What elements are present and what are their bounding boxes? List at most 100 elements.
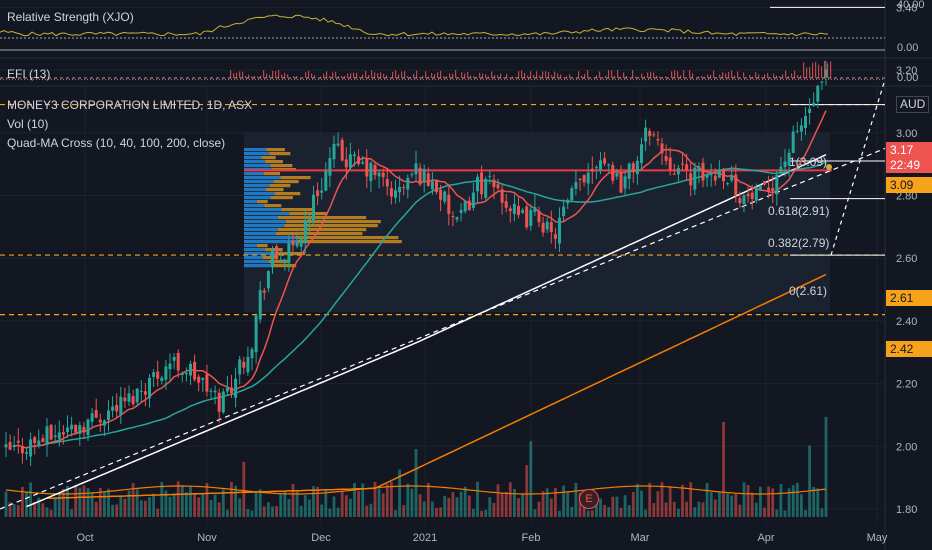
volume-bar (82, 485, 86, 517)
candle-body (262, 290, 266, 293)
volume-bar (152, 493, 155, 517)
efi-bar (728, 71, 730, 78)
volume-bar (668, 486, 672, 517)
time-tick-label: Apr (757, 532, 774, 544)
volume-bar (349, 498, 352, 517)
efi-bar (815, 61, 817, 78)
vol-title[interactable]: Vol (10) (7, 117, 49, 131)
currency-button[interactable]: AUD (896, 96, 930, 113)
volume-bar (771, 488, 775, 517)
volume-bar (21, 486, 24, 517)
last-price-tag: 3.17 (886, 142, 932, 158)
candle-body (234, 378, 238, 398)
candle-body (545, 221, 549, 230)
projection-line (830, 79, 886, 256)
candle-body (590, 168, 594, 172)
volume-bar (574, 482, 578, 517)
candle-body (20, 446, 24, 454)
candle-body (398, 186, 402, 193)
efi-bar (611, 70, 613, 78)
volume-bar (488, 497, 492, 517)
candle-body (816, 85, 820, 102)
volume-profile-bar (244, 260, 269, 264)
efi-bar (755, 72, 757, 78)
volume-bar (431, 501, 434, 517)
volume-bar (308, 499, 311, 517)
volume-bar (29, 482, 32, 517)
candle-body (492, 179, 496, 188)
volume-bar (291, 484, 295, 517)
candle-body (459, 210, 463, 213)
symbol-title[interactable]: MONEY3 CORPORATION LIMITED, 1D, ASX (7, 98, 253, 112)
candle-body (320, 190, 324, 193)
volume-bar (283, 490, 287, 517)
volume-profile-bar (256, 244, 268, 248)
candle-body (578, 178, 582, 180)
efi-bar (383, 73, 385, 78)
volume-profile-bar (244, 216, 278, 220)
efi-bar (677, 71, 679, 78)
efi-bar (791, 73, 793, 78)
efi-bar (692, 73, 694, 78)
efi-bar (401, 71, 403, 78)
volume-bar (533, 509, 537, 517)
candle-body (94, 410, 98, 418)
efi-bar (533, 75, 535, 78)
efi-bar (620, 76, 622, 78)
volume-bar (693, 507, 697, 517)
candle-body (111, 406, 115, 411)
volume-bar (566, 491, 570, 517)
candle-body (148, 377, 151, 399)
price-tick-label: 3.20 (896, 65, 917, 77)
volume-bar (722, 422, 725, 517)
candle-body (824, 69, 828, 78)
volume-bar (783, 510, 787, 517)
volume-profile-bar (244, 264, 273, 268)
price-tick-label: 2.80 (896, 191, 917, 203)
efi-bar (599, 71, 601, 78)
volume-profile-bar (244, 196, 271, 200)
volume-profile-bar (244, 188, 266, 192)
volume-bar (353, 483, 356, 517)
volume-profile-bar (244, 236, 296, 240)
volume-bar (681, 484, 684, 517)
fib-label-0618: 0.618(2.91) (768, 204, 830, 218)
volume-profile-bar (244, 176, 281, 180)
volume-bar (820, 508, 824, 517)
efi-bar (386, 75, 388, 78)
volume-bar (422, 501, 426, 517)
volume-bar (189, 485, 192, 517)
volume-bar (238, 498, 242, 517)
candle-body (242, 361, 246, 368)
volume-bar (467, 495, 471, 517)
volume-bar (4, 491, 8, 517)
volume-bar (800, 494, 803, 517)
efi-bar (506, 73, 508, 78)
efi-bar (284, 72, 286, 78)
efi-bar (584, 73, 586, 78)
efi-bar (452, 73, 454, 78)
volume-bar (537, 501, 541, 517)
efi-bar (395, 70, 397, 78)
candle-body (49, 424, 53, 440)
efi-bar (542, 71, 544, 78)
efi-bar (707, 74, 709, 78)
volume-bar (455, 497, 459, 517)
ma-title[interactable]: Quad-MA Cross (10, 40, 100, 200, close) (7, 136, 226, 150)
candle-body (594, 167, 598, 169)
candle-body (41, 438, 45, 442)
efi-bar (347, 73, 349, 78)
volume-bar (250, 510, 254, 517)
volume-bar (730, 495, 734, 517)
candle-body (455, 217, 459, 220)
efi-bar (353, 72, 355, 78)
efi-bar (491, 71, 493, 78)
volume-bar (406, 483, 410, 517)
volume-bar (484, 509, 488, 517)
earnings-marker[interactable]: E (579, 489, 599, 509)
volume-bar (480, 510, 483, 517)
volume-bar (492, 502, 496, 517)
candle-body (742, 195, 746, 205)
volume-profile-bar (244, 192, 275, 196)
